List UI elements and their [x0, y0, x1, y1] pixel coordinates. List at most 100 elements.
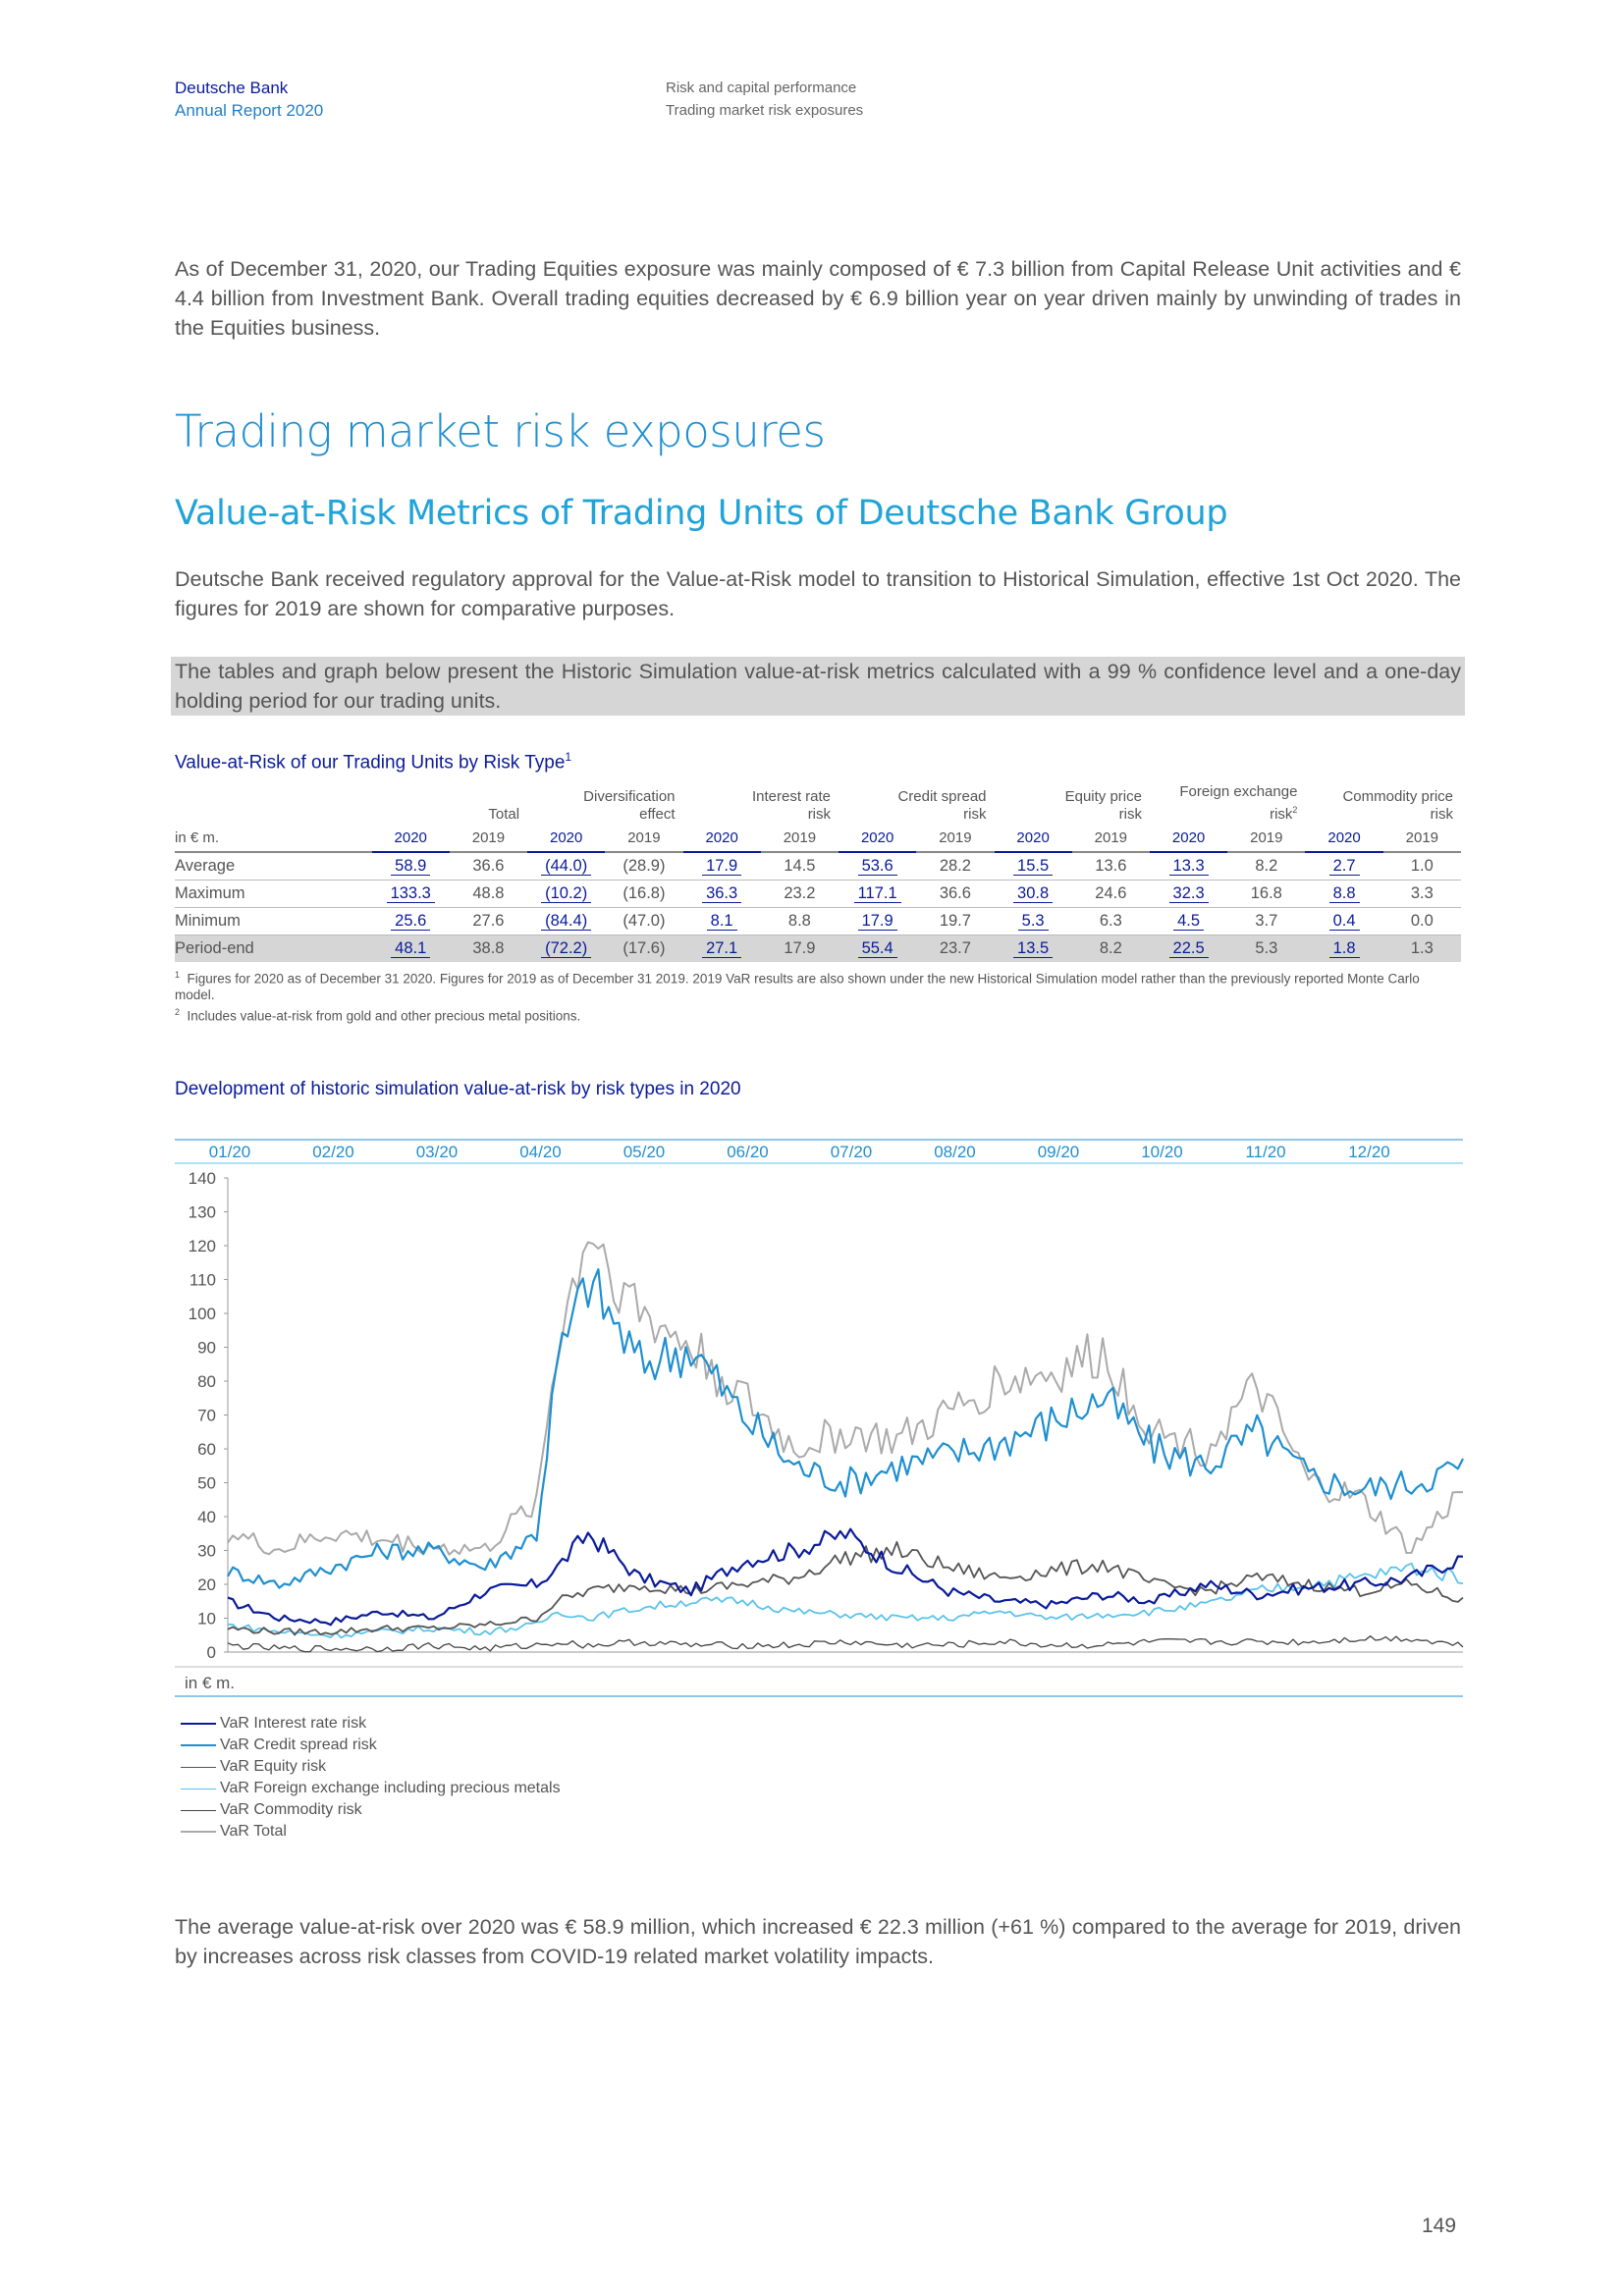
table-cell: (28.9): [605, 852, 683, 881]
table-row: Period-end 48.1 38.8 (72.2) (17.6) 27.1 17.9 55…: [175, 934, 1461, 962]
month-label: 11/20: [1245, 1143, 1285, 1161]
table-cell: 1.8: [1305, 934, 1383, 962]
legend-label: VaR Total: [220, 1823, 287, 1840]
group-header-line2: Total: [372, 806, 519, 824]
group-header-line1: Credit spread: [897, 788, 987, 805]
group-header-line2-text: effect: [639, 806, 676, 823]
legend-label: VaR Commodity risk: [220, 1801, 362, 1818]
table-cell: 2.7: [1305, 852, 1383, 881]
table-cell-value: 4.5: [1173, 912, 1205, 931]
var-commodity-risk-line: [227, 1635, 1464, 1653]
table-year-header: 2020: [1149, 824, 1228, 853]
footnote-2-mark: 2: [175, 1007, 181, 1017]
table-cell-value: 27.1: [702, 939, 742, 958]
highlight-paragraph: The tables and graph below present the H…: [175, 660, 1461, 713]
table-row-label: Minimum: [175, 907, 372, 935]
header-report-name: Annual Report 2020: [175, 101, 324, 120]
var-foreign-exchange-including-precious-metals-line: [227, 1562, 1464, 1639]
var-interest-rate-risk-line: [227, 1527, 1464, 1627]
group-header-line1: Commodity price: [1342, 788, 1453, 805]
month-label: 07/20: [831, 1143, 873, 1161]
table-cell: 36.3: [682, 880, 761, 908]
intro-paragraph: As of December 31, 2020, our Trading Equ…: [175, 257, 1461, 340]
table-cell: 13.6: [1071, 852, 1150, 881]
page-number: 149: [1422, 2215, 1457, 2237]
var-credit-spread-risk-line: [227, 1268, 1464, 1589]
table-group-header: Credit spread risk: [839, 783, 994, 824]
table-cell-value: (47.0): [623, 912, 666, 930]
table-cell-value: 48.1: [391, 939, 431, 958]
table-cell-value: 13.6: [1095, 857, 1127, 875]
table-year-header: 2019: [760, 824, 839, 853]
table-cell: (16.8): [605, 880, 683, 908]
table-cell: 38.8: [449, 934, 528, 962]
table-cell-value: 36.6: [472, 857, 505, 875]
table-cell-value: 2.7: [1328, 857, 1360, 876]
table-cell-value: (72.2): [541, 939, 592, 958]
var-equity-risk-line: [227, 1540, 1464, 1636]
table-row-label: Period-end: [175, 934, 372, 962]
table-group-header: Diversification effect: [527, 783, 682, 824]
table-cell: 48.8: [449, 880, 528, 908]
month-label: 09/20: [1038, 1143, 1080, 1161]
approval-paragraph: Deutsche Bank received regulatory approv…: [175, 567, 1461, 620]
y-tick-label: 80: [197, 1372, 216, 1391]
legend-swatch: [181, 1831, 216, 1833]
y-tick-label: 60: [197, 1440, 216, 1459]
table-cell: 8.8: [760, 907, 839, 935]
table-row-label: Average: [175, 852, 372, 881]
table-cell-value: 3.3: [1410, 884, 1434, 902]
group-header-line2: risk2: [1150, 801, 1297, 824]
legend-label: VaR Equity risk: [220, 1758, 327, 1775]
table-year-header: 2019: [1382, 824, 1461, 853]
legend-item: VaR Interest rate risk: [181, 1713, 561, 1735]
table-row: Maximum 133.3 48.8 (10.2) (16.8) 36.3 23.2 117.…: [175, 880, 1461, 908]
table-unit-label: in € m.: [175, 824, 372, 853]
table-cell-value: 24.6: [1095, 884, 1127, 902]
group-header-line1: Interest rate: [751, 788, 832, 805]
table-cell: 3.3: [1382, 880, 1461, 908]
header-company: Deutsche Bank Annual Report 2020: [175, 77, 323, 122]
month-label: 05/20: [623, 1143, 666, 1161]
y-tick-label: 120: [189, 1237, 216, 1255]
table-cell-value: (16.8): [623, 884, 666, 902]
group-header-footnote-mark: 2: [1292, 805, 1298, 815]
month-label: 04/20: [519, 1143, 562, 1161]
legend-swatch: [181, 1723, 216, 1725]
table-cell: 48.1: [371, 934, 450, 962]
y-tick-label: 50: [197, 1474, 216, 1493]
y-tick-label: 140: [189, 1169, 216, 1188]
table-cell-value: 8.2: [1099, 939, 1122, 957]
table-cell-value: 1.3: [1410, 939, 1434, 957]
table-cell-value: 17.9: [702, 857, 742, 876]
table-cell-value: 8.8: [1328, 884, 1360, 903]
table-year-header: 2019: [605, 824, 683, 853]
table-group-header: Interest rate risk: [683, 783, 839, 824]
var-total-line: [227, 1241, 1464, 1556]
group-header-line1: Foreign exchange: [1179, 783, 1298, 800]
table-cell: 0.0: [1382, 907, 1461, 935]
table-cell: (47.0): [605, 907, 683, 935]
table-cell: 53.6: [839, 852, 917, 881]
group-header-line2: risk: [1305, 806, 1453, 824]
table-cell-value: 8.1: [706, 912, 737, 931]
table-cell-value: (84.4): [541, 912, 592, 931]
table-corner: [175, 783, 372, 824]
footnote-1-text: Figures for 2020 as of December 31 2020.…: [175, 971, 1420, 1002]
table-cell-value: (17.6): [623, 939, 666, 957]
table-cell: 3.7: [1227, 907, 1306, 935]
table-cell-value: 58.9: [391, 857, 431, 876]
table-title-text: Value-at-Risk of our Trading Units by Ri…: [175, 752, 566, 774]
month-label: 12/20: [1348, 1143, 1390, 1161]
y-tick-label: 130: [189, 1203, 216, 1222]
table-group-header: Foreign exchange risk2: [1150, 783, 1305, 824]
group-header-line2: effect: [527, 806, 675, 824]
table-cell-value: (28.9): [623, 857, 666, 875]
table-cell: 17.9: [760, 934, 839, 962]
legend-swatch: [181, 1809, 216, 1811]
table-cell: 58.9: [371, 852, 450, 881]
table-cell: 8.2: [1071, 934, 1150, 962]
group-header-line2: risk: [839, 806, 986, 824]
table-cell: 5.3: [994, 907, 1072, 935]
table-cell: (17.6): [605, 934, 683, 962]
